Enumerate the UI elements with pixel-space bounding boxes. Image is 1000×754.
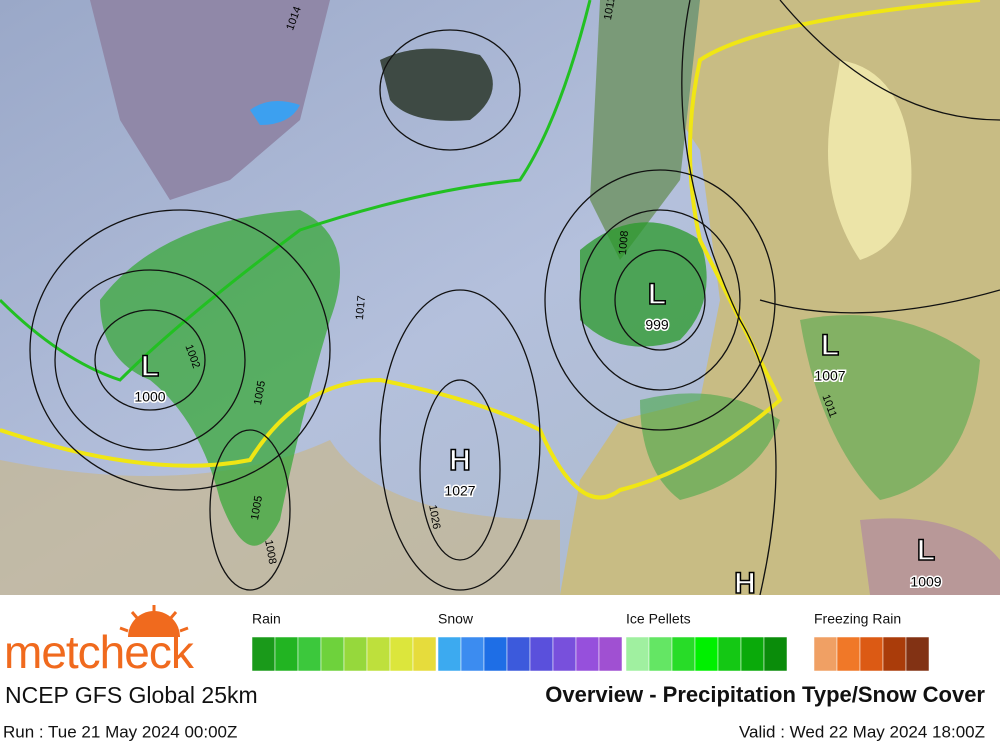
center-pressure: 1007 [814, 368, 845, 384]
legend-swatch [251, 636, 276, 672]
legend-swatch [483, 636, 508, 672]
legend-swatch [575, 636, 600, 672]
legend-swatch [297, 636, 322, 672]
legend-swatch [763, 636, 788, 672]
isobar-label: 1008 [262, 539, 278, 565]
legend-swatch [343, 636, 368, 672]
legend-swatch [460, 636, 485, 672]
legend-swatch [813, 636, 838, 672]
pressure-centers: L 1000 L 999 L 1007 H 1027 L 1009 H [133, 277, 943, 601]
center-type: L [648, 278, 666, 311]
legend-swatch [625, 636, 650, 672]
legend-swatch [506, 636, 531, 672]
center-type: L [141, 350, 159, 383]
legend-label: Rain [252, 611, 281, 627]
legend-label: Snow [438, 611, 474, 627]
center-type: H [734, 567, 756, 600]
run-time: Run : Tue 21 May 2024 00:00Z [3, 722, 237, 741]
legend: Rain Snow Ice Pellets Freezing Rain [251, 611, 930, 672]
legend-swatch [412, 636, 437, 672]
legend-swatch [648, 636, 673, 672]
legend-swatch [882, 636, 907, 672]
legend-label: Ice Pellets [626, 611, 691, 627]
center-type: L [917, 534, 935, 567]
legend-swatch [671, 636, 696, 672]
legend-swatch [437, 636, 462, 672]
isobar-label: 1008 [617, 230, 631, 255]
isobar-label: 1026 [426, 504, 442, 530]
legend-swatch [320, 636, 345, 672]
legend-swatch [598, 636, 623, 672]
logo-sun [119, 605, 189, 637]
center-pressure: 1027 [444, 483, 475, 499]
center-pressure: 999 [645, 317, 669, 333]
model-name: NCEP GFS Global 25km [5, 682, 258, 708]
footer: metcheck NCEP GFS Global 25km Run : Tue … [0, 595, 1000, 749]
legend-label: Freezing Rain [814, 611, 901, 627]
center-pressure: 1000 [134, 389, 165, 405]
legend-swatch [529, 636, 554, 672]
legend-swatch [366, 636, 391, 672]
center-type: H [449, 444, 471, 477]
isobar-label: 1005 [252, 380, 268, 406]
legend-swatch [389, 636, 414, 672]
isobar-label: 1017 [354, 295, 368, 320]
valid-time: Valid : Wed 22 May 2024 18:00Z [739, 722, 985, 741]
isobar-label: 1011 [602, 0, 618, 21]
isobar-label: 1005 [249, 495, 265, 521]
map [0, 0, 1000, 596]
legend-swatch [552, 636, 577, 672]
legend-swatch [740, 636, 765, 672]
legend-swatch [905, 636, 930, 672]
legend-swatch [694, 636, 719, 672]
legend-swatch [836, 636, 861, 672]
legend-swatch [717, 636, 742, 672]
center-pressure: 1009 [910, 574, 941, 590]
legend-swatch [274, 636, 299, 672]
legend-swatch [859, 636, 884, 672]
logo: metcheck [4, 626, 195, 678]
center-type: L [821, 329, 839, 362]
chart-title: Overview - Precipitation Type/Snow Cover [545, 682, 985, 707]
